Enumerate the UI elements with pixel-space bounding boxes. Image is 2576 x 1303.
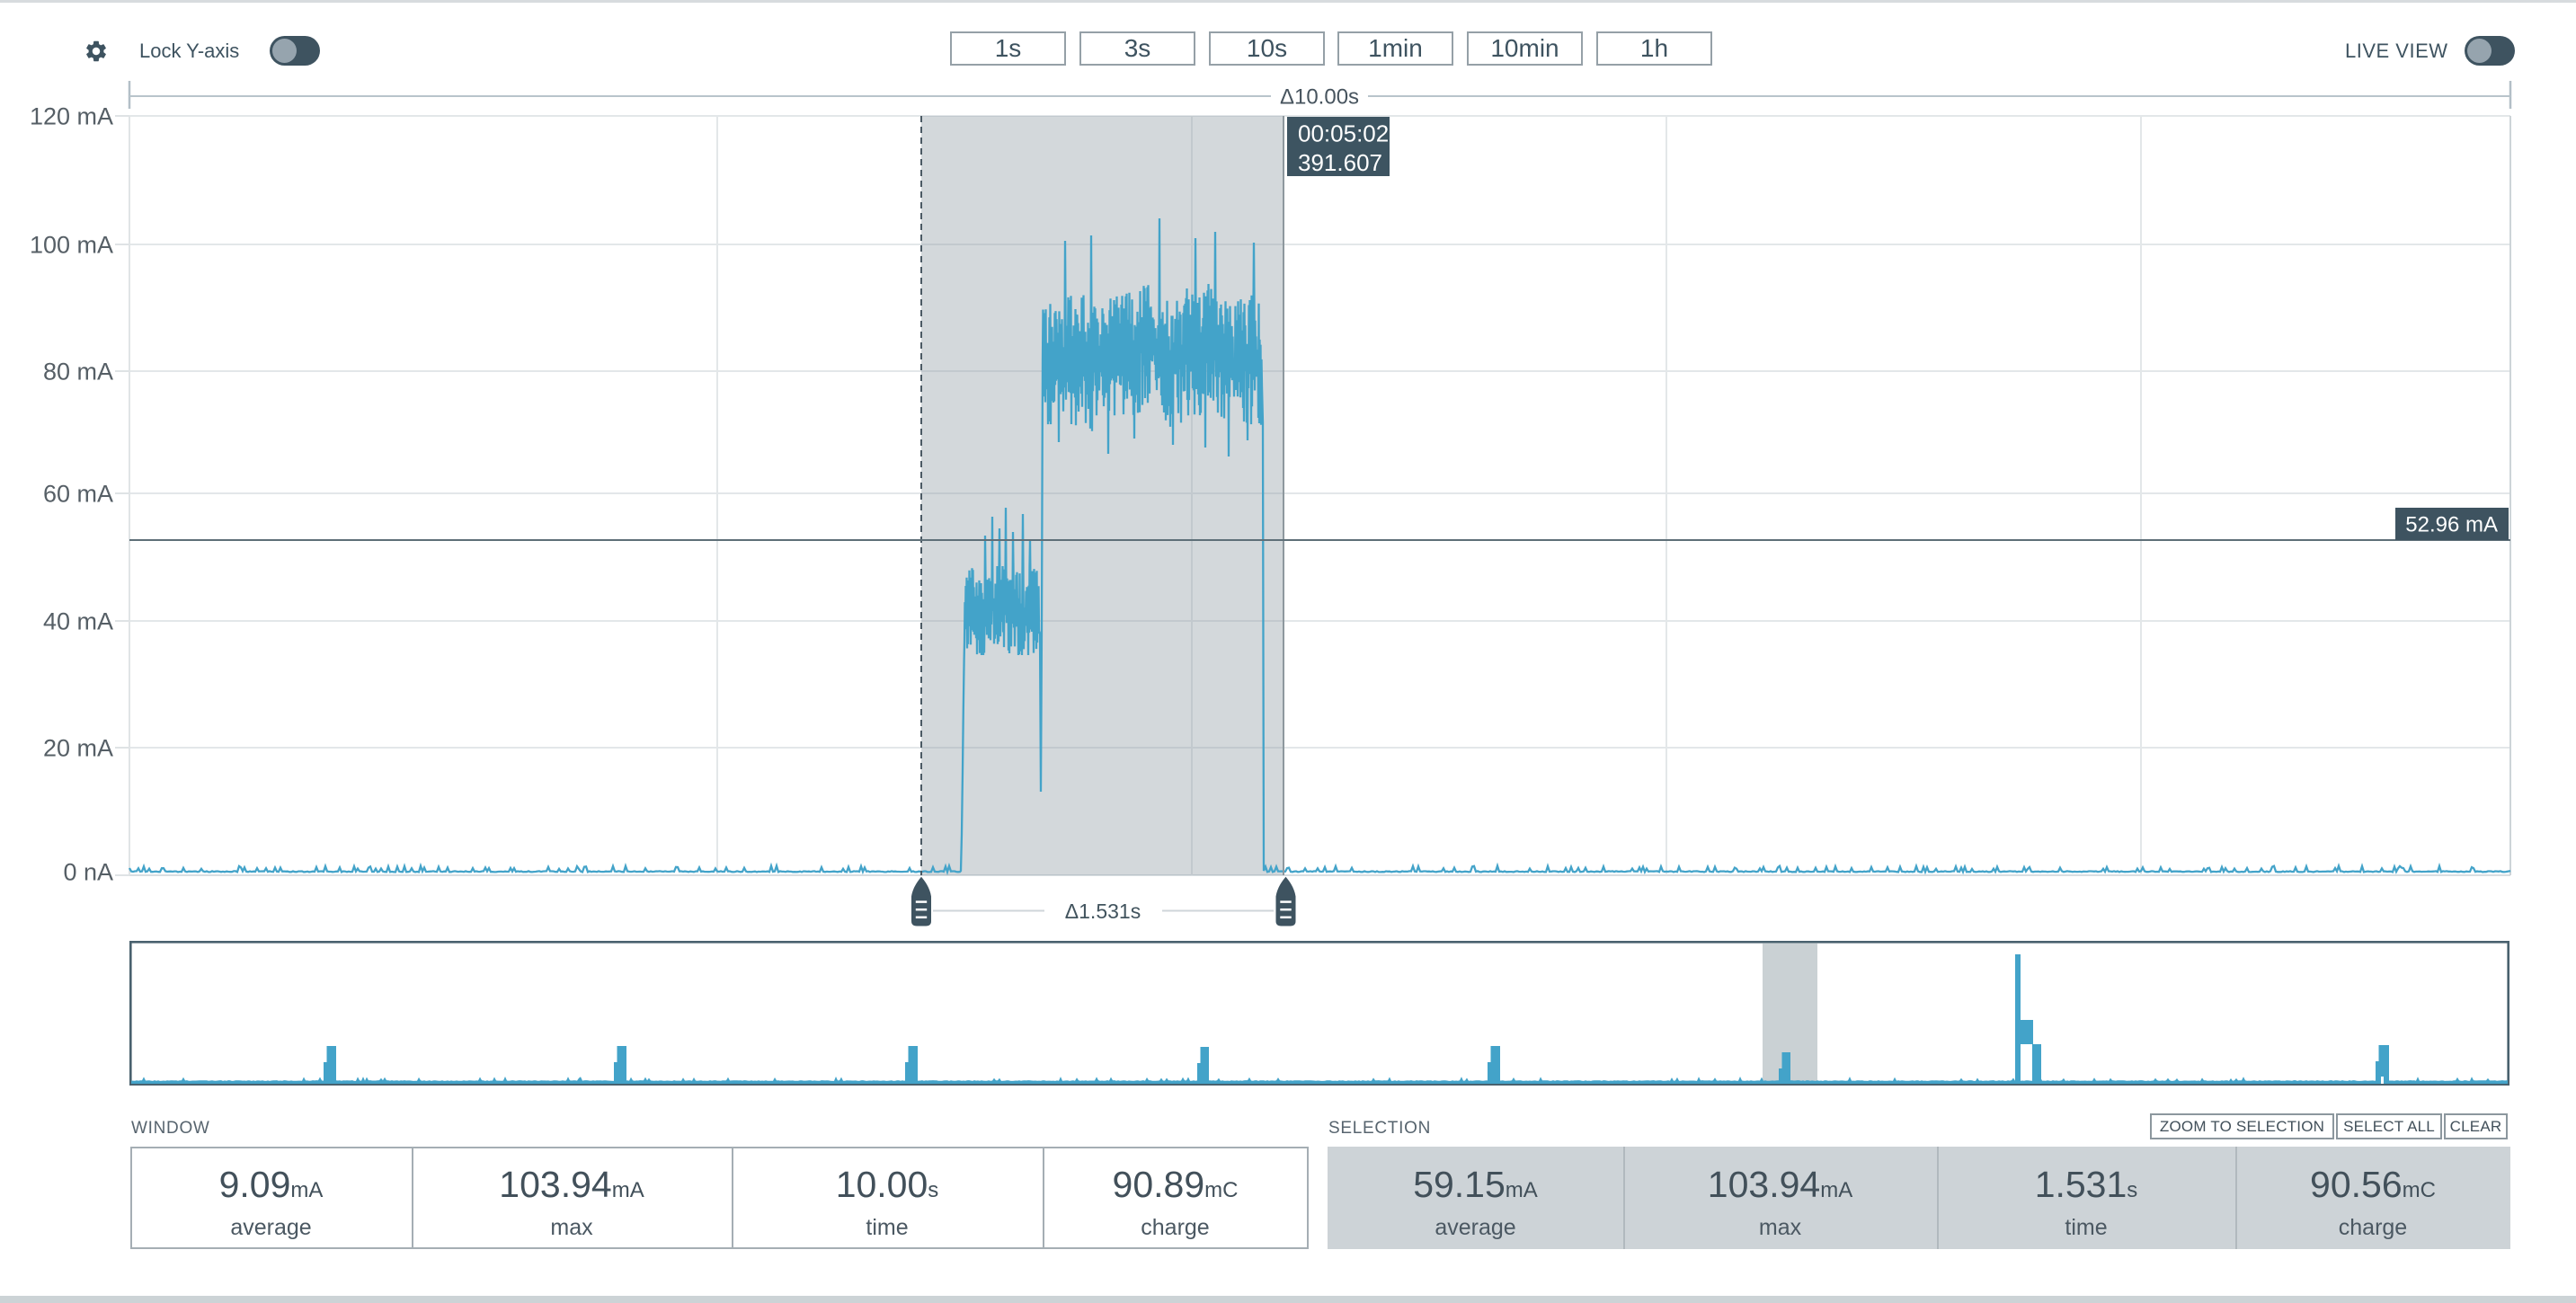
svg-text:120 mA: 120 mA [30,103,113,130]
svg-text:00:05:02: 00:05:02 [1298,120,1389,147]
svg-text:Δ1.531s: Δ1.531s [1065,900,1141,923]
svg-text:391.607: 391.607 [1298,149,1382,176]
svg-text:Δ10.00s: Δ10.00s [1280,85,1359,110]
svg-text:52.96 mA: 52.96 mA [2405,513,2498,537]
svg-text:60 mA: 60 mA [43,481,113,508]
svg-text:80 mA: 80 mA [43,359,113,386]
svg-text:40 mA: 40 mA [43,608,113,635]
svg-text:0 nA: 0 nA [63,859,113,886]
svg-text:20 mA: 20 mA [43,735,113,762]
svg-text:100 mA: 100 mA [30,232,113,259]
